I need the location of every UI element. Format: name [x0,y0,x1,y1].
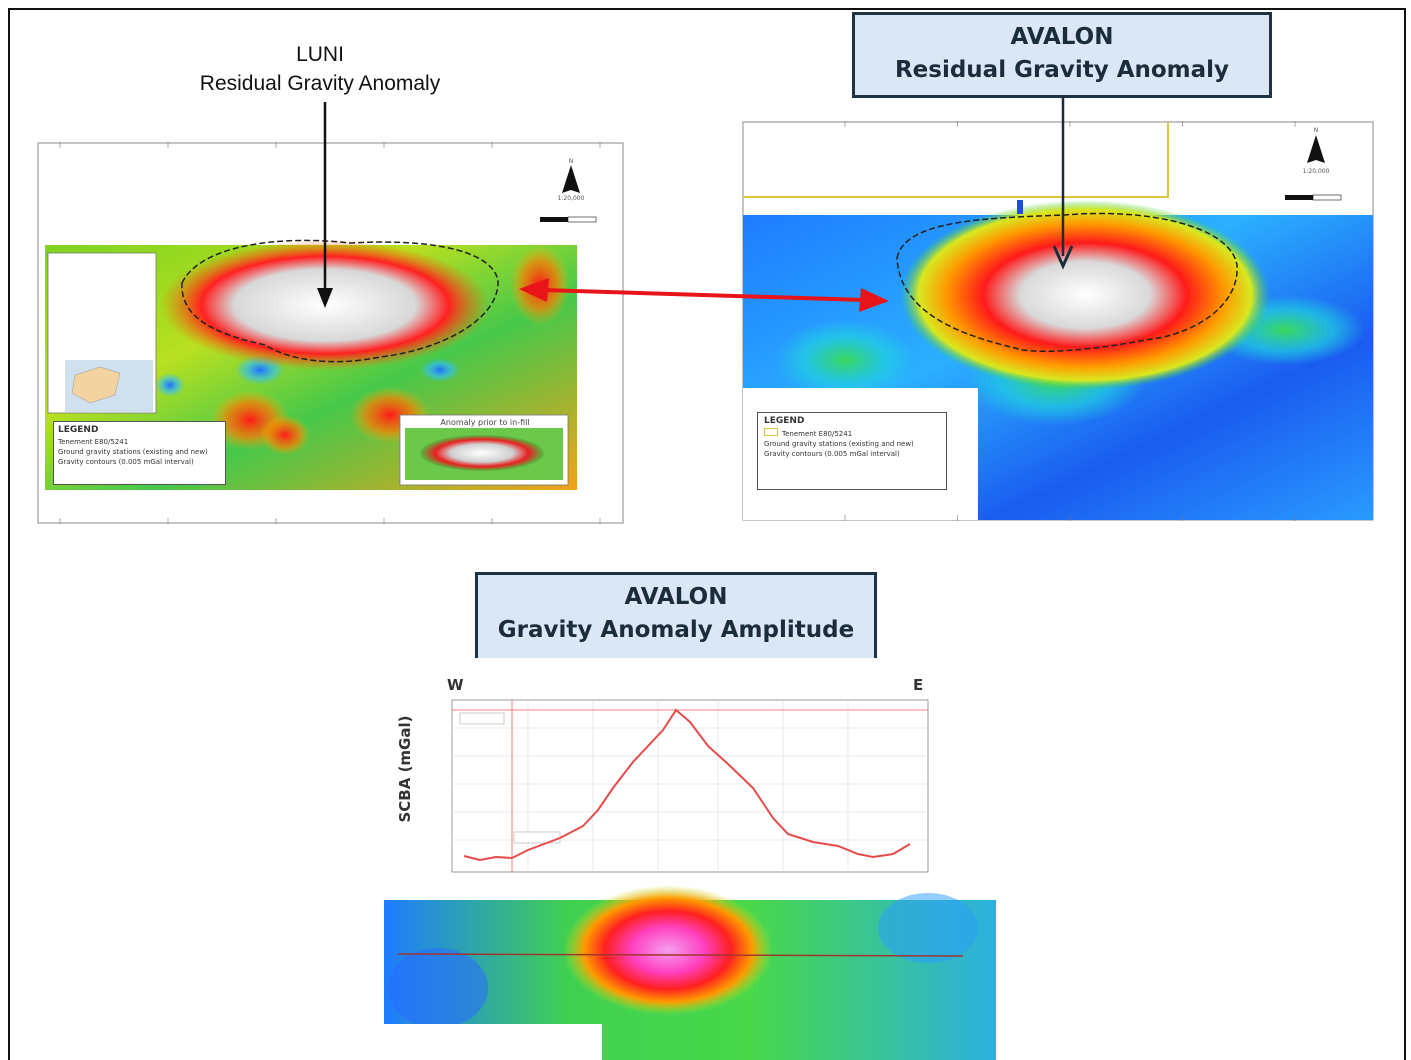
down-arrow-icon [1052,96,1074,270]
luni-title-line2: Residual Gravity Anomaly [199,72,441,95]
luni-title: LUNI Residual Gravity Anomaly [150,40,490,98]
north-arrow-icon [1307,135,1325,163]
double-headed-arrow-icon [519,278,889,312]
avalon-map-callout: AVALON Residual Gravity Anomaly [852,12,1272,98]
luni-legend-heading: LEGEND [58,425,99,435]
avalon-legend-item-2: Ground gravity stations (existing and ne… [764,440,914,448]
north-arrow-icon [562,165,580,193]
luni-legend: LEGEND Tenement E80/5241 Ground gravity … [53,421,226,485]
tenement-swatch [764,428,778,436]
avalon-profile-title-line2: Gravity Anomaly Amplitude [497,617,855,643]
avalon-legend-item-1: Tenement E80/5241 [764,428,940,439]
luni-legend-item-1: Tenement E80/5241 [58,438,129,446]
profile-y-axis-label: SCBA (mGal) [396,715,414,823]
avalon-legend: LEGEND Tenement E80/5241 Ground gravity … [757,412,947,490]
svg-text:N: N [1314,127,1319,134]
avalon-map-title-line1: AVALON [1010,24,1114,50]
profile-east-label: E [913,676,924,694]
luni-title-line1: LUNI [296,43,344,66]
avalon-profile-callout: AVALON Gravity Anomaly Amplitude [475,572,877,664]
profile-west-label: W [447,676,464,694]
profile-line [463,708,911,862]
luni-map: 1:20,000 N [37,142,624,524]
avalon-legend-item-3: Gravity contours (0.005 mGal interval) [764,450,900,458]
luni-legend-item-2: Ground gravity stations (existing and ne… [58,448,208,456]
figure-frame [8,8,1406,1060]
svg-text:1:20,000: 1:20,000 [558,195,585,202]
svg-text:1:20,000: 1:20,000 [1303,168,1330,175]
avalon-legend-heading: LEGEND [764,416,805,426]
luni-legend-item-3: Gravity contours (0.005 mGal interval) [58,458,194,466]
avalon-profile-chart [368,658,1010,1060]
luni-inset-label: Anomaly prior to in-fill [440,418,530,427]
svg-text:N: N [569,158,574,165]
down-arrow-icon [317,102,333,308]
avalon-map-title-line2: Residual Gravity Anomaly [894,57,1230,83]
avalon-profile-title-line1: AVALON [624,584,728,610]
